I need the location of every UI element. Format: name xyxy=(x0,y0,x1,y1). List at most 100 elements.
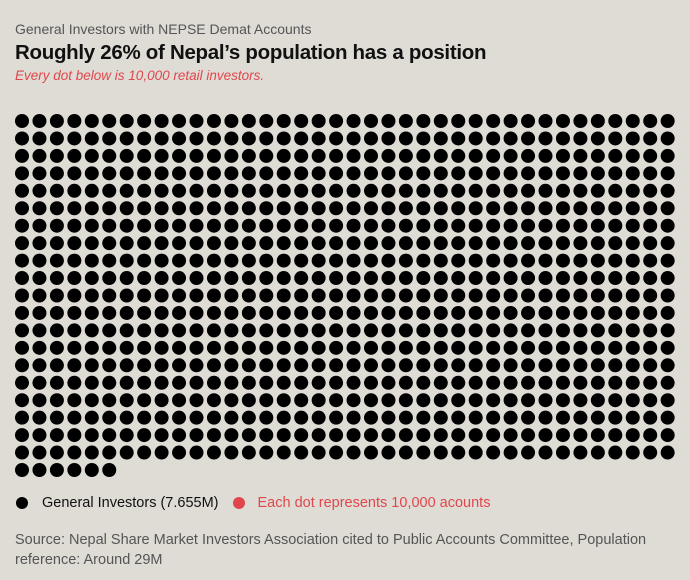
waffle-dot xyxy=(468,218,483,233)
waffle-dot xyxy=(224,375,239,390)
waffle-dot xyxy=(538,393,553,408)
waffle-dot xyxy=(573,393,588,408)
waffle-dot xyxy=(32,323,47,338)
waffle-dot xyxy=(346,236,361,251)
waffle-dot xyxy=(276,166,291,181)
waffle-dot xyxy=(643,410,658,425)
waffle-dot xyxy=(137,428,152,443)
waffle-dot xyxy=(608,114,623,128)
waffle-dot xyxy=(573,428,588,443)
waffle-dot xyxy=(521,393,536,408)
waffle-dot xyxy=(276,375,291,390)
waffle-dot xyxy=(172,201,187,216)
waffle-dot xyxy=(259,445,274,460)
waffle-dot xyxy=(346,323,361,338)
waffle-dot xyxy=(15,236,29,251)
waffle-dot xyxy=(119,358,134,373)
waffle-dot xyxy=(416,393,431,408)
waffle-dot xyxy=(451,445,466,460)
waffle-dot xyxy=(189,183,204,198)
waffle-dot xyxy=(154,183,169,198)
waffle-dot xyxy=(346,148,361,163)
waffle-dot xyxy=(137,305,152,320)
waffle-dot xyxy=(206,305,221,320)
waffle-dot xyxy=(32,288,47,303)
waffle-dot xyxy=(503,236,518,251)
waffle-dot xyxy=(451,323,466,338)
waffle-dot xyxy=(608,166,623,181)
waffle-dot xyxy=(32,410,47,425)
waffle-dot xyxy=(503,288,518,303)
waffle-dot xyxy=(538,166,553,181)
waffle-dot xyxy=(84,340,99,355)
waffle-dot xyxy=(329,358,344,373)
waffle-dot xyxy=(660,305,675,320)
waffle-dot xyxy=(276,340,291,355)
waffle-dot xyxy=(32,148,47,163)
waffle-dot xyxy=(590,218,605,233)
waffle-dot xyxy=(346,131,361,146)
waffle-dot xyxy=(364,393,378,408)
waffle-dot xyxy=(608,410,623,425)
waffle-dot xyxy=(119,445,134,460)
waffle-dot xyxy=(660,114,675,128)
waffle-dot xyxy=(259,271,274,286)
waffle-dot xyxy=(398,218,413,233)
waffle-dot xyxy=(154,288,169,303)
waffle-dot xyxy=(189,375,204,390)
waffle-dot xyxy=(503,445,518,460)
waffle-dot xyxy=(84,114,99,128)
waffle-dot xyxy=(49,201,64,216)
waffle-dot xyxy=(660,148,675,163)
waffle-dot xyxy=(608,236,623,251)
waffle-dot xyxy=(311,323,326,338)
waffle-dot xyxy=(486,114,501,128)
waffle-dot xyxy=(433,236,448,251)
waffle-dot xyxy=(625,445,640,460)
waffle-dot xyxy=(346,358,361,373)
waffle-dot xyxy=(84,183,99,198)
waffle-dot xyxy=(486,410,501,425)
legend-dot-investors xyxy=(16,497,28,509)
waffle-dot xyxy=(67,148,82,163)
waffle-dot xyxy=(189,393,204,408)
waffle-dot xyxy=(381,166,396,181)
waffle-dot xyxy=(172,218,187,233)
waffle-dot xyxy=(154,114,169,128)
waffle-dot xyxy=(503,358,518,373)
waffle-dot xyxy=(381,271,396,286)
waffle-dot xyxy=(206,410,221,425)
waffle-dot xyxy=(573,410,588,425)
waffle-dot xyxy=(608,340,623,355)
waffle-dot xyxy=(189,271,204,286)
waffle-dot xyxy=(521,340,536,355)
waffle-dot xyxy=(521,358,536,373)
waffle-dot xyxy=(294,445,309,460)
waffle-dot xyxy=(486,393,501,408)
waffle-dot xyxy=(276,323,291,338)
waffle-dot xyxy=(224,148,239,163)
waffle-dot xyxy=(102,375,117,390)
waffle-dot xyxy=(276,131,291,146)
waffle-dot xyxy=(364,183,378,198)
waffle-dot xyxy=(67,358,82,373)
waffle-dot xyxy=(468,393,483,408)
waffle-dot xyxy=(608,358,623,373)
waffle-dot xyxy=(294,218,309,233)
waffle-dot xyxy=(451,201,466,216)
waffle-dot xyxy=(259,218,274,233)
waffle-dot xyxy=(67,166,82,181)
waffle-dot xyxy=(15,253,29,268)
waffle-dot xyxy=(119,201,134,216)
waffle-dot xyxy=(364,288,378,303)
waffle-dot xyxy=(538,410,553,425)
waffle-dot xyxy=(259,393,274,408)
waffle-dot xyxy=(15,201,29,216)
waffle-dot xyxy=(224,236,239,251)
waffle-dot xyxy=(172,358,187,373)
waffle-dot xyxy=(311,218,326,233)
waffle-dot xyxy=(555,183,570,198)
waffle-dot xyxy=(416,148,431,163)
waffle-dot xyxy=(241,445,256,460)
waffle-dot xyxy=(398,271,413,286)
